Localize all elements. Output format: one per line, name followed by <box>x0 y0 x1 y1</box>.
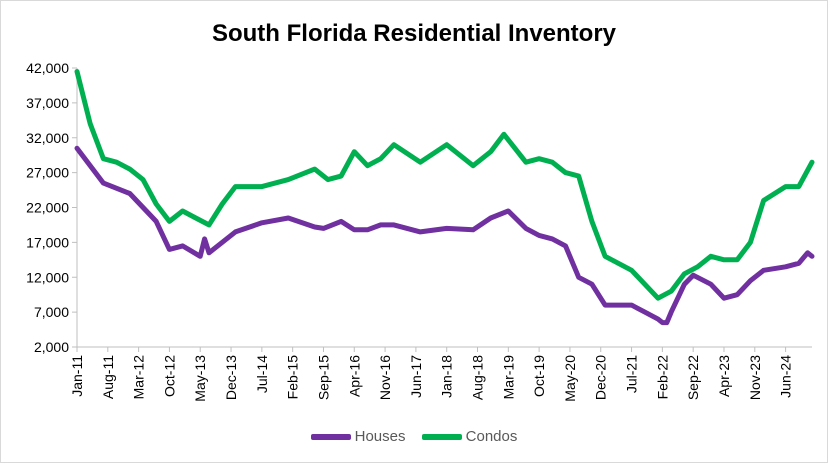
legend: Houses Condos <box>0 428 828 445</box>
y-tick-label: 22,000 <box>26 200 69 216</box>
y-tick-label: 12,000 <box>26 269 69 285</box>
x-tick-label: Mar-12 <box>131 355 147 400</box>
y-tick-label: 17,000 <box>26 234 69 250</box>
x-tick-label: Oct-12 <box>161 355 177 397</box>
x-tick-label: Apr-16 <box>346 355 362 397</box>
series-line-houses <box>74 145 815 326</box>
x-tick-label: Dec-13 <box>223 355 239 400</box>
x-tick-label: Apr-23 <box>716 355 732 397</box>
x-axis-ticks: Jan-11 Aug-11 Mar-12 Oct-12 May-13 Dec-13 Jul-… <box>69 347 794 402</box>
y-tick-label: 32,000 <box>26 130 69 146</box>
x-tick-label: Sep-15 <box>315 355 331 400</box>
legend-swatch-houses <box>310 434 351 441</box>
legend-label-houses: Houses <box>354 428 406 445</box>
y-axis-ticks: 2,000 7,000 12,000 17,000 22,000 27,000 32,000… <box>26 60 77 355</box>
x-tick-label: May-13 <box>192 355 208 402</box>
y-tick-label: 2,000 <box>34 339 69 355</box>
x-tick-label: Nov-23 <box>747 355 763 400</box>
y-tick-label: 37,000 <box>26 95 69 111</box>
x-tick-label: Jun-17 <box>408 355 424 398</box>
x-tick-label: Aug-18 <box>470 355 486 400</box>
legend-item-houses: Houses <box>310 428 406 445</box>
legend-swatch-condos <box>421 434 462 441</box>
x-tick-label: Sep-22 <box>685 355 701 400</box>
y-tick-label: 42,000 <box>26 60 69 76</box>
y-tick-label: 27,000 <box>26 165 69 181</box>
series-lines <box>74 69 815 326</box>
x-tick-label: Jun-24 <box>778 355 794 398</box>
chart-title: South Florida Residential Inventory <box>211 20 617 47</box>
x-tick-label: Nov-16 <box>377 355 393 400</box>
x-tick-label: May-20 <box>562 355 578 402</box>
x-tick-label: Feb-15 <box>285 355 301 400</box>
x-tick-label: Oct-19 <box>531 355 547 397</box>
y-tick-label: 7,000 <box>34 304 69 320</box>
x-tick-label: Feb-22 <box>654 355 670 400</box>
x-tick-label: Jan-18 <box>439 355 455 398</box>
x-tick-label: Jul-21 <box>624 355 640 393</box>
legend-item-condos: Condos <box>421 428 518 445</box>
x-tick-label: Mar-19 <box>500 355 516 400</box>
legend-label-condos: Condos <box>465 428 518 445</box>
series-line-condos <box>74 69 815 301</box>
x-tick-label: Dec-20 <box>593 355 609 400</box>
x-tick-label: Aug-11 <box>100 355 116 399</box>
x-tick-label: Jan-11 <box>69 355 85 397</box>
x-tick-label: Jul-14 <box>254 355 270 393</box>
axes <box>76 68 812 348</box>
